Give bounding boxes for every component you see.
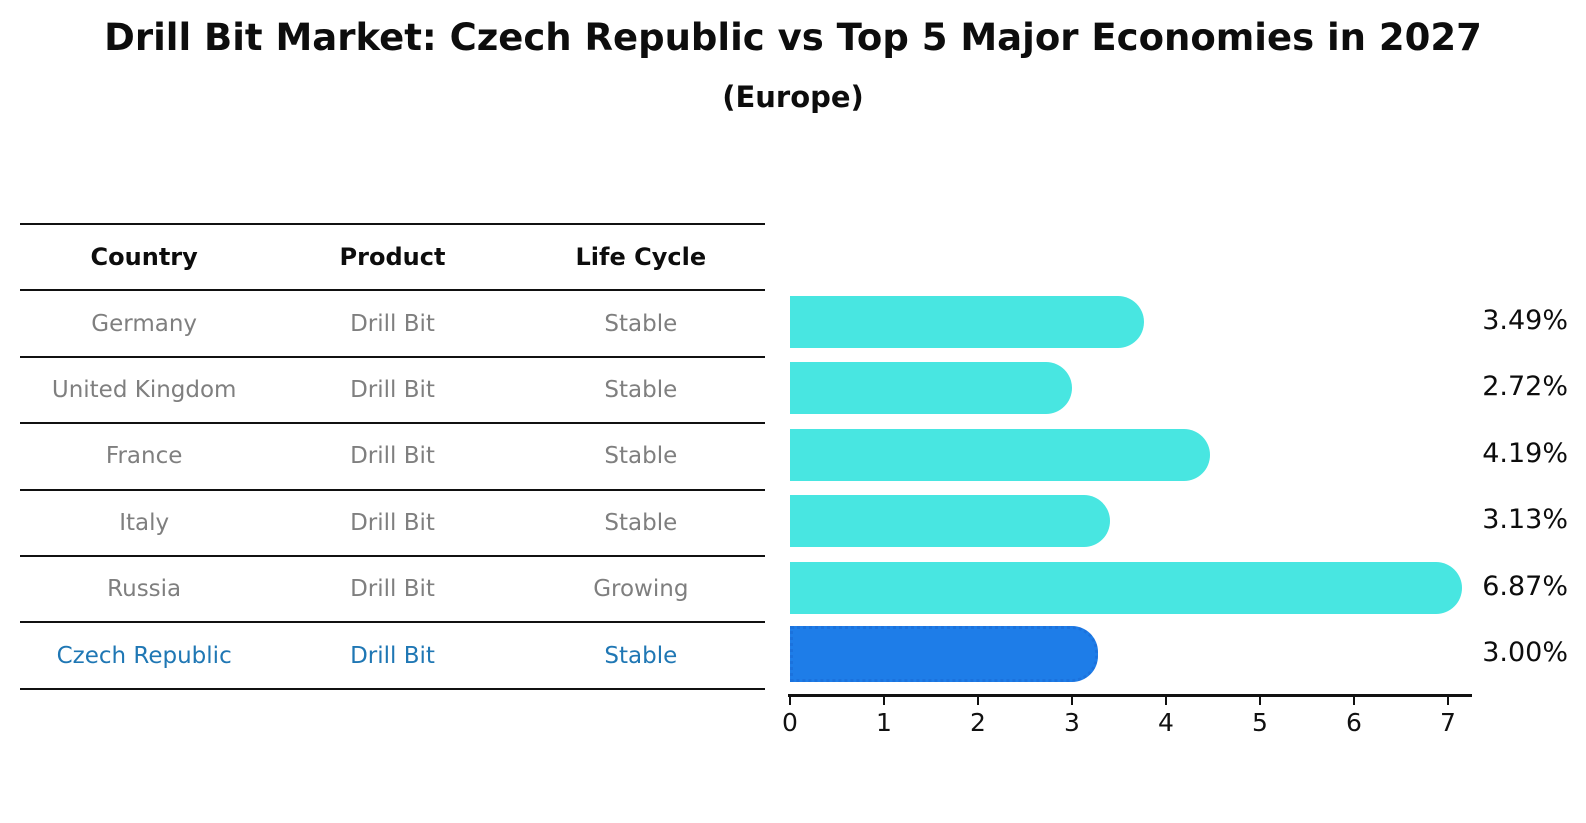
bar-value-label-united-kingdom: 2.72% — [1482, 371, 1568, 403]
table-row-czech-republic: Czech Republic Drill Bit Stable — [20, 623, 765, 690]
x-tick-mark — [883, 695, 885, 705]
table-row-france: France Drill Bit Stable — [20, 424, 765, 491]
x-tick-mark — [1259, 695, 1261, 705]
figure-title: Drill Bit Market: Czech Republic vs Top … — [104, 16, 1482, 59]
x-axis-line — [788, 694, 1472, 697]
country-cell: France — [105, 443, 183, 470]
country-cell: United Kingdom — [51, 376, 237, 403]
x-tick-label: 3 — [1064, 708, 1080, 737]
country-cell: Italy — [119, 509, 170, 536]
life-cycle-cell: Stable — [604, 376, 678, 403]
x-tick-mark — [977, 695, 979, 705]
x-tick-mark — [1165, 695, 1167, 705]
table-row-united-kingdom: United Kingdom Drill Bit Stable — [20, 358, 765, 425]
product-cell: Drill Bit — [350, 376, 435, 403]
bar-italy — [790, 495, 1111, 548]
product-cell: Drill Bit — [350, 310, 435, 337]
table-row-russia: Russia Drill Bit Growing — [20, 557, 765, 624]
life-cycle-cell: Stable — [604, 310, 678, 337]
table-header-row: Country Product Life Cycle — [20, 225, 765, 292]
x-tick-label: 2 — [970, 708, 986, 737]
bar-value-label-czech-republic: 3.00% — [1482, 637, 1568, 668]
header-life-cycle: Life Cycle — [575, 243, 707, 272]
header-country: Country — [90, 243, 198, 272]
product-cell: Drill Bit — [350, 642, 435, 669]
country-table: Country Product Life Cycle Germany Drill … — [20, 223, 765, 690]
bar-united-kingdom — [790, 362, 1072, 415]
country-cell: Czech Republic — [56, 642, 232, 669]
bar-france — [790, 428, 1210, 481]
life-cycle-cell: Stable — [604, 443, 678, 470]
figure-subtitle: (Europe) — [722, 80, 864, 114]
x-tick-mark — [1447, 695, 1449, 705]
table-row-italy: Italy Drill Bit Stable — [20, 491, 765, 557]
x-tick-mark — [1353, 695, 1355, 705]
country-cell: Germany — [91, 310, 198, 337]
product-cell: Drill Bit — [350, 509, 435, 536]
life-cycle-cell: Stable — [604, 509, 678, 536]
product-cell: Drill Bit — [350, 576, 435, 603]
x-tick-label: 0 — [782, 708, 798, 737]
x-tick-mark — [789, 695, 791, 705]
bar-russia — [790, 561, 1462, 614]
bar-value-label-russia: 6.87% — [1482, 570, 1568, 602]
life-cycle-cell: Stable — [604, 642, 678, 669]
bar-value-label-france: 4.19% — [1482, 437, 1568, 469]
x-tick-label: 7 — [1440, 708, 1456, 737]
bar-value-label-italy: 3.13% — [1482, 504, 1568, 536]
product-cell: Drill Bit — [350, 443, 435, 470]
x-tick-label: 6 — [1346, 708, 1362, 737]
bar-czech-republic — [790, 626, 1098, 682]
table-body: Germany Drill Bit Stable United Kingdom Dril… — [20, 291, 765, 690]
x-tick-label: 4 — [1158, 708, 1174, 737]
header-product: Product — [339, 243, 446, 272]
x-tick-label: 1 — [876, 708, 892, 737]
bar-value-label-germany: 3.49% — [1482, 305, 1568, 336]
bar-germany — [790, 296, 1145, 348]
x-tick-mark — [1071, 695, 1073, 705]
country-cell: Russia — [107, 576, 182, 603]
x-tick-label: 5 — [1252, 708, 1268, 737]
table-row-germany: Germany Drill Bit Stable — [20, 291, 765, 358]
life-cycle-cell: Growing — [593, 576, 689, 603]
